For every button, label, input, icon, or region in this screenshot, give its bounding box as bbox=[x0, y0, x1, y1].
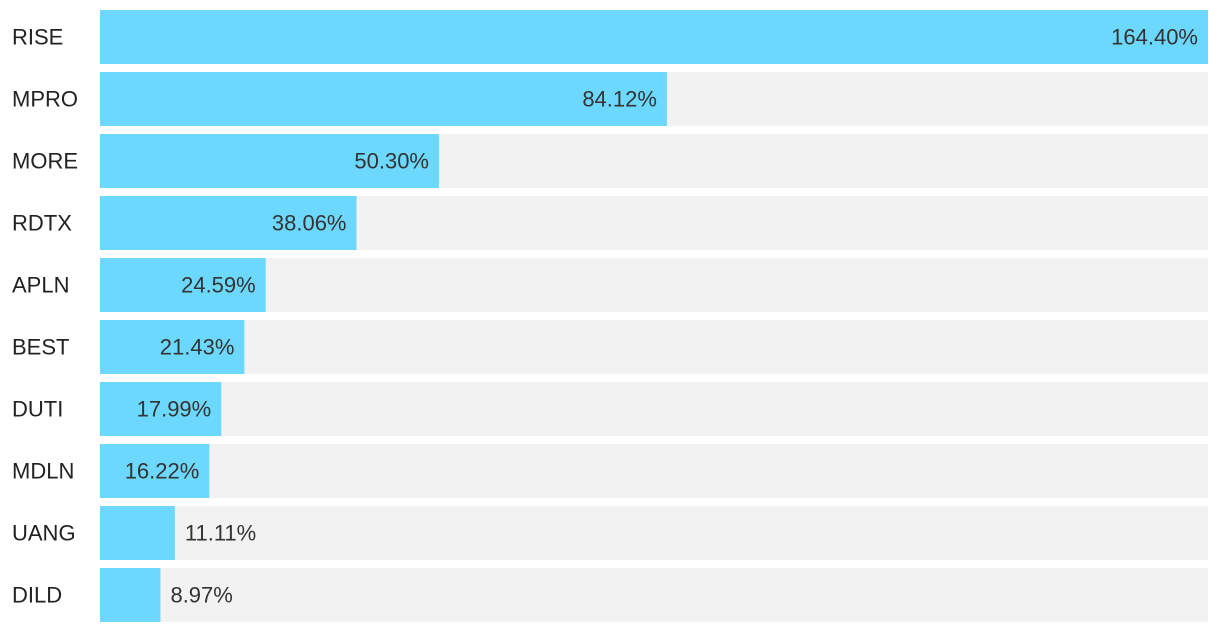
bar-dild bbox=[100, 568, 161, 622]
value-label: 17.99% bbox=[137, 397, 212, 422]
category-label: RISE bbox=[12, 25, 63, 50]
value-label: 8.97% bbox=[170, 583, 232, 608]
category-label: MORE bbox=[12, 149, 78, 174]
value-label: 164.40% bbox=[1111, 25, 1198, 50]
value-label: 84.12% bbox=[582, 87, 657, 112]
category-label: DILD bbox=[12, 583, 62, 608]
bar-more bbox=[100, 134, 440, 188]
bar-track bbox=[100, 258, 1208, 312]
bar-track bbox=[100, 506, 1208, 560]
bar-track bbox=[100, 382, 1208, 436]
category-label: DUTI bbox=[12, 397, 63, 422]
bar-track bbox=[100, 568, 1208, 622]
value-label: 11.11% bbox=[185, 521, 256, 546]
category-label: RDTX bbox=[12, 211, 72, 236]
bar-apln bbox=[100, 258, 266, 312]
value-label: 16.22% bbox=[125, 459, 200, 484]
category-label: UANG bbox=[12, 521, 76, 546]
value-label: 24.59% bbox=[181, 273, 256, 298]
bar-track bbox=[100, 320, 1208, 374]
bar-track bbox=[100, 444, 1208, 498]
bar-mpro bbox=[100, 72, 667, 126]
category-label: MPRO bbox=[12, 87, 78, 112]
value-label: 38.06% bbox=[272, 211, 347, 236]
category-label: BEST bbox=[12, 335, 69, 360]
bar-duti bbox=[100, 382, 222, 436]
bar-mdln bbox=[100, 444, 210, 498]
bar-best bbox=[100, 320, 245, 374]
bar-uang bbox=[100, 506, 175, 560]
bar-rise bbox=[100, 10, 1208, 64]
bar-rdtx bbox=[100, 196, 357, 250]
category-label: MDLN bbox=[12, 459, 74, 484]
value-label: 21.43% bbox=[160, 335, 235, 360]
value-label: 50.30% bbox=[354, 149, 429, 174]
category-label: APLN bbox=[12, 273, 69, 298]
